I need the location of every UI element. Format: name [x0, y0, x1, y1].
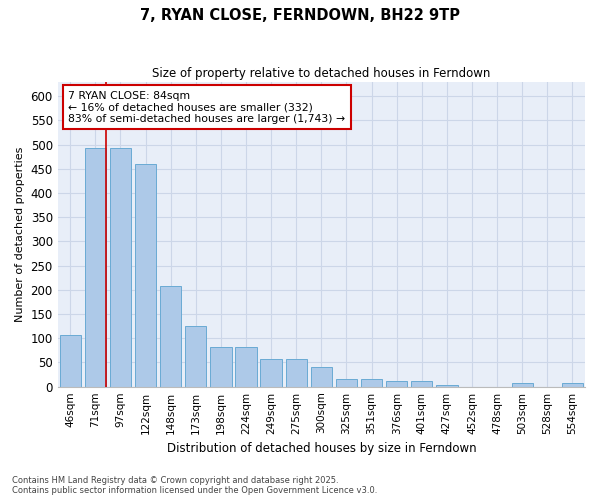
Bar	[185, 326, 206, 386]
Bar	[135, 164, 156, 386]
Bar	[59, 335, 81, 386]
Bar	[411, 382, 433, 386]
Bar	[260, 359, 282, 386]
Y-axis label: Number of detached properties: Number of detached properties	[15, 146, 25, 322]
Bar	[562, 384, 583, 386]
Bar	[386, 382, 407, 386]
X-axis label: Distribution of detached houses by size in Ferndown: Distribution of detached houses by size …	[167, 442, 476, 455]
Text: 7 RYAN CLOSE: 84sqm
← 16% of detached houses are smaller (332)
83% of semi-detac: 7 RYAN CLOSE: 84sqm ← 16% of detached ho…	[68, 91, 346, 124]
Bar	[286, 359, 307, 386]
Bar	[110, 148, 131, 386]
Bar	[361, 380, 382, 386]
Bar	[235, 347, 257, 387]
Bar	[85, 148, 106, 386]
Bar	[210, 347, 232, 387]
Bar	[336, 380, 357, 386]
Bar	[160, 286, 181, 386]
Text: 7, RYAN CLOSE, FERNDOWN, BH22 9TP: 7, RYAN CLOSE, FERNDOWN, BH22 9TP	[140, 8, 460, 22]
Title: Size of property relative to detached houses in Ferndown: Size of property relative to detached ho…	[152, 68, 491, 80]
Bar	[311, 368, 332, 386]
Text: Contains HM Land Registry data © Crown copyright and database right 2025.
Contai: Contains HM Land Registry data © Crown c…	[12, 476, 377, 495]
Bar	[436, 384, 458, 386]
Bar	[512, 384, 533, 386]
